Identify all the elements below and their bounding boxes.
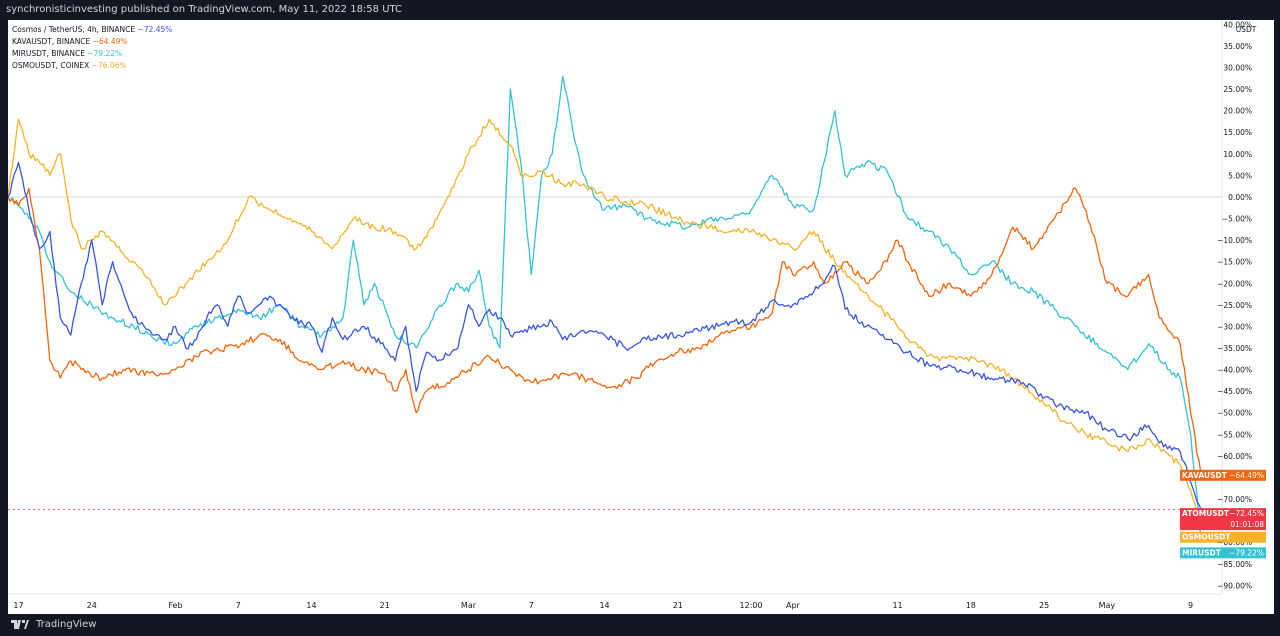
grid-layer — [8, 20, 1274, 614]
x-tick-label: Apr — [786, 601, 801, 610]
x-tick-label: 24 — [87, 601, 97, 610]
y-tick-label: 35.00% — [1223, 42, 1252, 51]
price-tag-value: −79.22% — [1229, 548, 1264, 557]
series-line-kava — [8, 187, 1202, 476]
price-tag-mir: MIRUSDT −79.22% — [1180, 547, 1266, 559]
y-tick-label: 40.00% — [1223, 20, 1252, 29]
price-tag-bg — [1180, 547, 1266, 559]
y-tick-label: 25.00% — [1223, 85, 1252, 94]
series-line-atom — [8, 161, 1202, 510]
y-tick-label: −55.00% — [1217, 430, 1252, 439]
price-tag-bg — [1180, 508, 1266, 531]
publish-header: synchronisticinvesting published on Trad… — [0, 0, 1280, 20]
x-tick-label: 11 — [892, 601, 902, 610]
price-tag-label: OSMOUSDT — [1182, 533, 1231, 542]
price-tag-bg — [1180, 469, 1266, 481]
price-tag-osmo: OSMOUSDT — [1180, 531, 1266, 543]
y-tick-label: −15.00% — [1217, 258, 1252, 267]
price-tag-value: −64.49% — [1229, 471, 1264, 480]
y-tick-label: 10.00% — [1223, 150, 1252, 159]
y-tick-label: 20.00% — [1223, 107, 1252, 116]
y-tick-label: −25.00% — [1217, 301, 1252, 310]
y-tick-label: −45.00% — [1217, 387, 1252, 396]
series-layer — [8, 75, 1202, 539]
series-line-mir — [8, 75, 1202, 539]
brand-name: TradingView — [36, 618, 97, 630]
price-tags: KAVAUSDT −64.49% ATOMUSDT −72.45% 01:01:08 OS… — [1180, 469, 1266, 559]
x-tick-label: 14 — [306, 601, 316, 610]
legend-item-osmo[interactable]: OSMOUSDT, COINEX −76.06% — [12, 60, 172, 72]
legend-item-mir[interactable]: MIRUSDT, BINANCE −79.22% — [12, 48, 172, 60]
x-tick-label: 9 — [1188, 601, 1193, 610]
series-line-osmo — [8, 118, 1202, 526]
legend-symbol: KAVAUSDT, BINANCE — [12, 37, 91, 46]
price-tag-countdown: 01:01:08 — [1230, 520, 1264, 529]
price-tag-value: −72.45% — [1229, 509, 1264, 518]
chart-panel[interactable]: USDT 40.00% 35.00% 30.00% 25.00% 20.00% 15.00%… — [8, 20, 1274, 614]
price-tag-atom: ATOMUSDT −72.45% 01:01:08 — [1180, 508, 1266, 531]
y-tick-label: −5.00% — [1222, 215, 1252, 224]
price-tag-label: ATOMUSDT — [1182, 509, 1230, 518]
legend-item-kava[interactable]: KAVAUSDT, BINANCE −64.49% — [12, 36, 172, 48]
y-tick-label: −90.00% — [1217, 581, 1252, 590]
y-tick-label: 15.00% — [1223, 128, 1252, 137]
x-tick-label: 7 — [236, 601, 241, 610]
x-tick-label: 7 — [529, 601, 534, 610]
legend-value: −64.49% — [92, 37, 128, 46]
legend: Cosmos / TetherUS, 4h, BINANCE −72.45% K… — [12, 24, 172, 72]
legend-value: −72.45% — [137, 25, 173, 34]
y-tick-label: −20.00% — [1217, 279, 1252, 288]
price-tag-label: MIRUSDT — [1182, 548, 1222, 557]
legend-symbol: MIRUSDT, BINANCE — [12, 49, 85, 58]
time-axis: 17 24 Feb 7 14 21 Mar 7 14 21 12:00 Apr 11 18 25 May 9 — [8, 593, 1222, 610]
price-tag-bg — [1180, 531, 1266, 543]
x-tick-label: 14 — [599, 601, 609, 610]
legend-value: −79.22% — [87, 49, 123, 58]
legend-value: −76.06% — [91, 61, 127, 70]
x-tick-label: Mar — [461, 601, 477, 610]
x-tick-label: 17 — [13, 601, 23, 610]
y-tick-label: −40.00% — [1217, 366, 1252, 375]
y-tick-label: −85.00% — [1217, 560, 1252, 569]
price-tag-kava: KAVAUSDT −64.49% — [1180, 469, 1266, 481]
y-tick-label: −70.00% — [1217, 495, 1252, 504]
x-tick-label: 18 — [966, 601, 976, 610]
y-tick-label: 0.00% — [1228, 193, 1252, 202]
legend-symbol: Cosmos / TetherUS, 4h, BINANCE — [12, 25, 136, 34]
legend-item-atom[interactable]: Cosmos / TetherUS, 4h, BINANCE −72.45% — [12, 24, 172, 36]
tradingview-logo-icon — [11, 620, 29, 629]
x-tick-label: 12:00 — [740, 601, 763, 610]
y-tick-label: −50.00% — [1217, 409, 1252, 418]
x-tick-label: 25 — [1039, 601, 1049, 610]
x-tick-label: May — [1099, 601, 1116, 610]
chart-background — [8, 20, 1274, 614]
x-tick-label: Feb — [168, 601, 182, 610]
y-tick-label: 5.00% — [1228, 171, 1252, 180]
x-tick-label: 21 — [380, 601, 390, 610]
y-tick-label: −30.00% — [1217, 322, 1252, 331]
y-tick-label: −60.00% — [1217, 452, 1252, 461]
y-tick-label: −10.00% — [1217, 236, 1252, 245]
legend-symbol: OSMOUSDT, COINEX — [12, 61, 90, 70]
y-tick-label: −80.00% — [1217, 538, 1252, 547]
footer-bar: TradingView — [0, 614, 1280, 636]
y-tick-label: 30.00% — [1223, 63, 1252, 72]
currency-label: USDT — [1236, 25, 1257, 34]
x-tick-label: 21 — [673, 601, 683, 610]
price-tag-label: KAVAUSDT — [1182, 471, 1228, 480]
y-tick-label: −35.00% — [1217, 344, 1252, 353]
tradingview-brand[interactable]: TradingView — [10, 618, 96, 630]
